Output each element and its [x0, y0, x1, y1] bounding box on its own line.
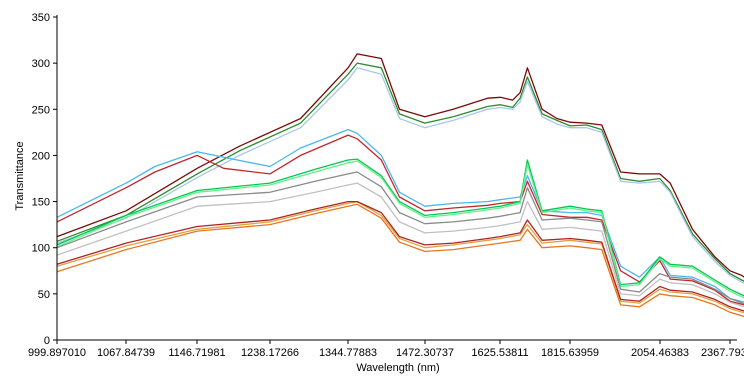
x-tick-label: 1472.30737: [396, 347, 454, 359]
x-tick-label: 1815.63959: [541, 347, 599, 359]
x-tick-label: 1344.77883: [319, 347, 377, 359]
x-tick-label: 999.897010: [28, 347, 86, 359]
series-line-1: [56, 53, 744, 278]
y-tick-label: 0: [44, 335, 50, 347]
series-line-7: [56, 160, 744, 299]
x-axis-title: Wavelength (nm): [356, 362, 439, 374]
x-tick-label: 1625.53811: [471, 347, 528, 359]
x-tick-label: 2367.79308: [701, 347, 744, 359]
series-line-11: [56, 200, 744, 312]
y-axis: 0 50 100 150 200 250 300 350: [32, 12, 58, 347]
series-line-10: [56, 200, 744, 314]
series-line-12: [56, 203, 744, 318]
x-tick-label: 2054.46383: [631, 347, 689, 359]
y-tick-label: 150: [32, 197, 50, 209]
series-line-8: [56, 171, 744, 305]
series-line-3: [56, 67, 744, 284]
x-axis: 999.897010 1067.84739 1146.71981 1238.17266…: [28, 339, 744, 359]
series-lines: [56, 53, 744, 318]
y-tick-label: 300: [32, 58, 50, 70]
series-line-2: [56, 62, 744, 282]
y-tick-label: 200: [32, 150, 50, 162]
series-line-5: [56, 134, 744, 306]
y-tick-label: 250: [32, 104, 50, 116]
x-tick-label: 1238.17266: [241, 347, 299, 359]
x-tick-label: 1146.71981: [168, 347, 225, 359]
y-tick-label: 100: [32, 243, 50, 255]
series-line-4: [56, 128, 744, 303]
series-line-9: [56, 182, 744, 308]
y-tick-label: 350: [32, 12, 50, 24]
x-tick-label: 1067.84739: [97, 347, 155, 359]
y-tick-label: 50: [38, 289, 50, 301]
y-axis-title: Transmittance: [14, 141, 26, 210]
